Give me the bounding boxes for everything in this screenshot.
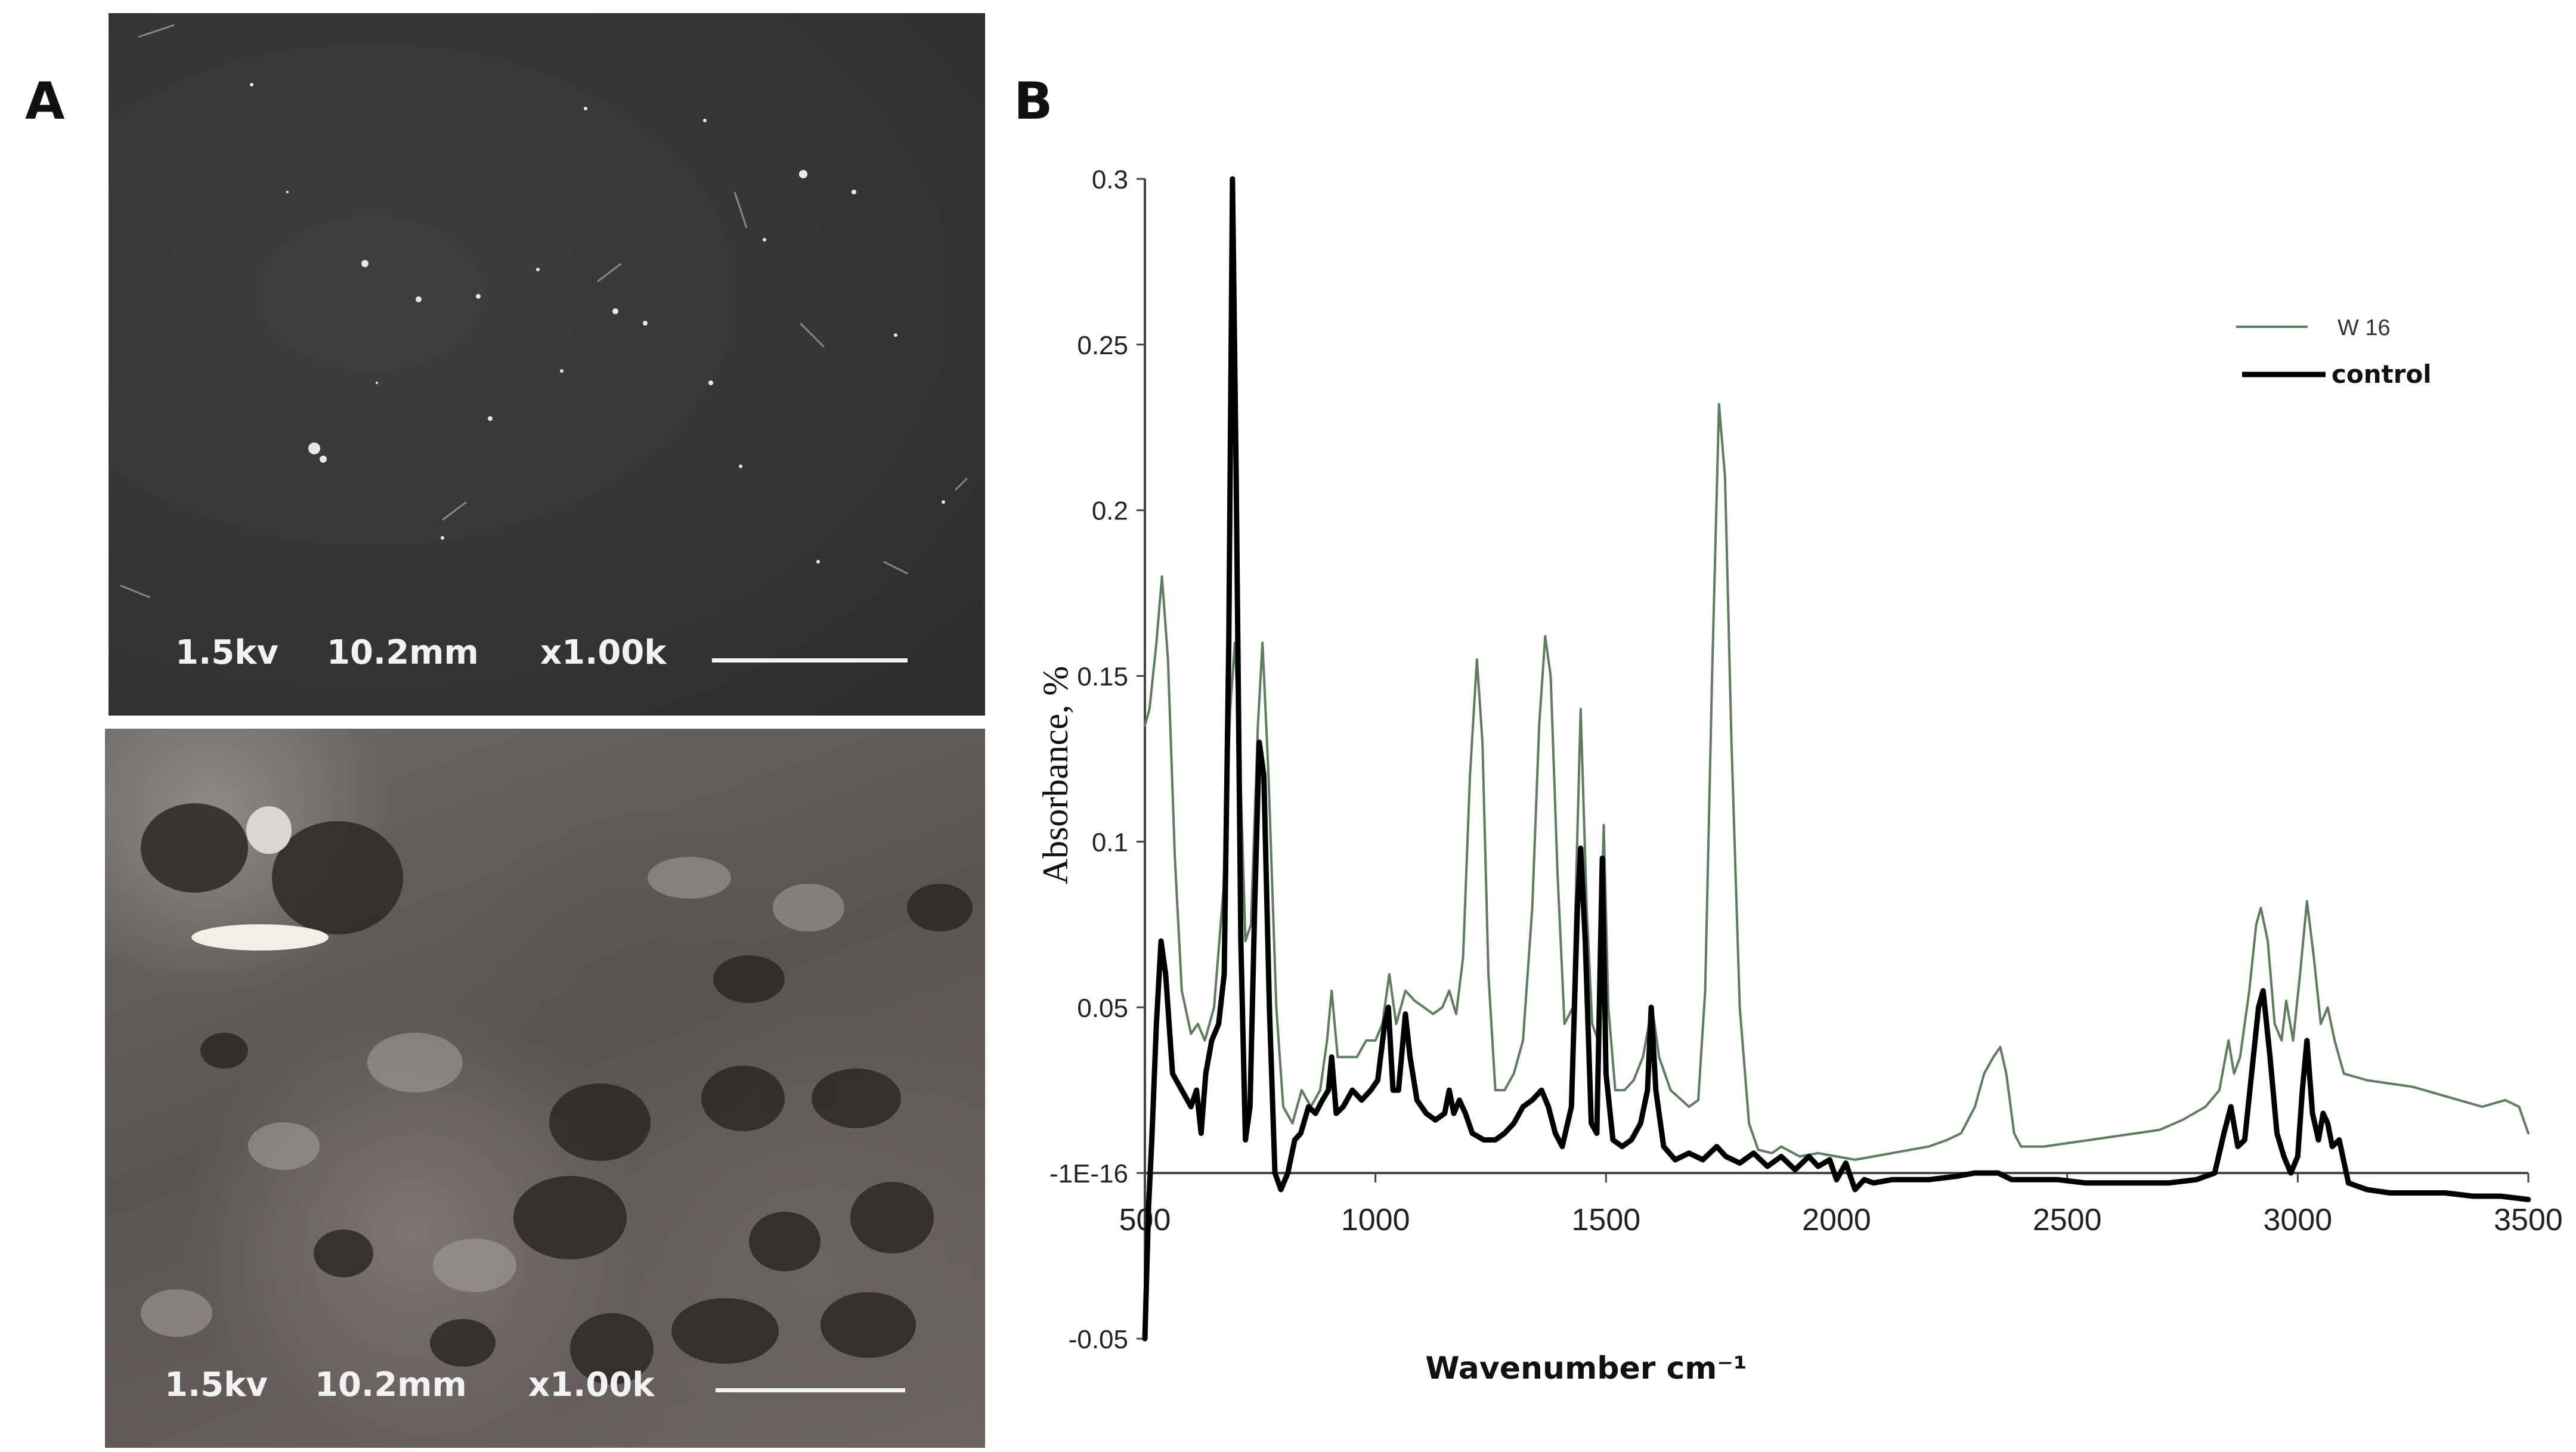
series-w16-line (1144, 403, 2529, 1161)
y-tick-label: 0.25 (1077, 331, 1128, 360)
x-tick-label: 500 (1119, 1203, 1171, 1237)
sem-bottom-magnification: x1.00k (528, 1366, 655, 1404)
y-tick-label: 0.05 (1077, 993, 1128, 1023)
sem-top-scale-bar (712, 658, 908, 662)
sem-top-distance: 10.2mm (327, 633, 479, 672)
legend-w16-label: W 16 (2337, 315, 2391, 340)
series-control-line (1142, 176, 2531, 1342)
sem-top-voltage: 1.5kv (175, 633, 278, 672)
x-tick-labels: 500 1000 1500 2000 2500 3000 3500 (1119, 1203, 2563, 1237)
sem-bottom-scale-bar (716, 1388, 905, 1392)
sem-image-bottom: 1.5kv 10.2mm x1.00k (105, 729, 985, 1448)
legend-control-label: control (2332, 360, 2432, 389)
sem-top-texture (120, 24, 968, 599)
panel-a-label: A (25, 72, 65, 131)
sem-bottom-texture (141, 803, 973, 1385)
sem-image-top: 1.5kv 10.2mm x1.00k (109, 13, 985, 716)
x-tick-label: 3000 (2263, 1203, 2332, 1237)
x-tick-label: 1000 (1341, 1203, 1410, 1237)
panel-b-label: B (1014, 72, 1053, 131)
y-axis-title: Absorbance, % (1036, 666, 1075, 885)
x-axis-title: Wavenumber cm⁻¹ (1425, 1351, 1747, 1386)
x-tick-label: 1500 (1571, 1203, 1640, 1237)
y-tick-label: 0.2 (1092, 497, 1128, 526)
y-tick-label: 0.1 (1092, 828, 1128, 857)
sem-bottom-distance: 10.2mm (315, 1366, 467, 1404)
chart-series (1142, 176, 2531, 1342)
y-tick-label: 0.15 (1077, 662, 1128, 692)
x-tick-label: 2500 (2033, 1203, 2102, 1237)
sem-top-magnification: x1.00k (540, 633, 667, 672)
y-tick-label: -1E-16 (1049, 1159, 1128, 1188)
ftir-chart: 500 1000 1500 2000 2500 3000 3500 -0.05 -1E-16 0… (1036, 165, 2563, 1386)
y-tick-labels: -0.05 -1E-16 0.05 0.1 0.15 0.2 0.25 0.3 (1049, 165, 1128, 1354)
y-tick-label: 0.3 (1092, 165, 1128, 194)
x-tick-label: 3500 (2494, 1203, 2563, 1237)
x-tick-label: 2000 (1802, 1203, 1871, 1237)
y-tick-label: -0.05 (1069, 1325, 1128, 1354)
sem-bottom-voltage: 1.5kv (165, 1366, 268, 1404)
chart-legend: W 16 control (2236, 315, 2432, 389)
